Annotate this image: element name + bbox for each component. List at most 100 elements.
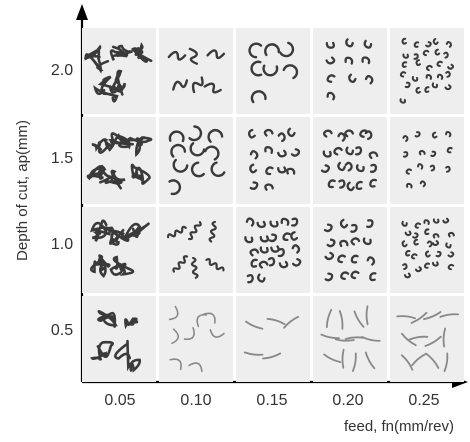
chip-piece: [350, 236, 361, 246]
chip-piece: [191, 76, 204, 94]
chip-piece: [109, 44, 133, 61]
chip-piece: [250, 258, 258, 268]
chip-piece: [196, 313, 208, 327]
chip-piece: [344, 336, 365, 340]
chip-piece: [413, 41, 420, 48]
chip-piece: [83, 44, 110, 74]
chip-piece: [114, 339, 142, 373]
chip-sketch: [247, 127, 301, 192]
chip-piece: [172, 159, 189, 174]
chip-piece: [245, 216, 255, 227]
chip-piece: [91, 138, 116, 155]
x-tick-0-10: 0.10: [180, 392, 212, 409]
chip-piece: [264, 43, 280, 57]
chip-piece: [366, 255, 376, 266]
chip-sketch: [325, 38, 374, 101]
chip-piece: [447, 63, 455, 70]
chip-piece: [167, 225, 187, 238]
chip-sketch: [399, 37, 455, 104]
chip-piece: [396, 314, 416, 319]
chip-piece: [447, 231, 455, 237]
chip-piece: [244, 235, 254, 243]
chip-piece: [446, 147, 453, 154]
chip-piece: [290, 148, 301, 158]
chip-piece: [431, 131, 438, 139]
chip-piece: [412, 231, 419, 239]
chip-piece: [337, 162, 346, 172]
chip-piece: [259, 245, 269, 254]
chip-photo-grid: [82, 28, 464, 382]
chip-piece: [447, 263, 455, 270]
chip-piece: [282, 64, 299, 80]
chip-piece: [402, 135, 409, 143]
chip-piece: [445, 241, 452, 249]
chip-piece: [172, 254, 189, 273]
chip-piece: [361, 335, 381, 342]
chip-piece: [110, 132, 134, 150]
chip-piece: [334, 338, 355, 342]
chip-piece: [90, 340, 114, 361]
chip-piece: [400, 354, 414, 371]
chip-piece: [171, 328, 180, 344]
chip-piece: [89, 253, 111, 278]
chip-piece: [190, 256, 199, 279]
chip-piece: [323, 222, 333, 232]
chip-piece: [248, 42, 263, 59]
chip-piece: [290, 230, 299, 241]
chip-sketch: [402, 131, 453, 189]
chip-piece: [413, 53, 419, 60]
chip-piece: [277, 150, 287, 158]
chip-piece: [269, 220, 279, 228]
chip-sketch: [401, 217, 455, 278]
chip-piece: [326, 238, 336, 247]
chip-sketch: [168, 125, 226, 196]
chip-piece: [411, 352, 427, 366]
chip-piece: [436, 73, 444, 80]
chip-piece: [203, 82, 222, 94]
chip-piece: [401, 37, 407, 45]
chip-piece: [322, 129, 333, 138]
chip-piece: [432, 217, 440, 224]
chip-piece: [415, 59, 421, 67]
y-axis-arrow: [76, 4, 88, 20]
chip-photo-ap-0-5-fn-0-05: [82, 295, 156, 382]
chip-piece: [278, 260, 289, 268]
chip-piece: [333, 147, 343, 156]
chip-piece: [431, 82, 439, 89]
chip-piece: [445, 40, 452, 48]
chip-photo-ap-1-0-fn-0-25: [390, 206, 464, 293]
chip-piece: [209, 328, 225, 338]
chip-piece: [167, 50, 187, 61]
chip-piece: [172, 79, 189, 91]
chip-piece: [369, 164, 378, 174]
chip-piece: [277, 166, 287, 174]
chip-piece: [405, 249, 411, 256]
chip-sketch: [320, 305, 381, 372]
chip-piece: [353, 310, 365, 328]
chip-piece: [369, 178, 378, 188]
chip-piece: [183, 326, 195, 340]
chip-piece: [344, 129, 355, 138]
chip-piece: [424, 262, 431, 269]
chip-piece: [245, 320, 264, 330]
chip-piece: [405, 168, 412, 175]
chip-photo-ap-1-0-fn-0-10: [159, 206, 233, 293]
chip-piece: [411, 76, 419, 82]
chip-piece: [324, 251, 335, 260]
chip-sketch: [89, 218, 150, 278]
chip-piece: [445, 131, 452, 138]
chip-photo-ap-2-0-fn-0-20: [313, 28, 387, 115]
chip-piece: [364, 351, 376, 369]
chip-piece: [169, 358, 182, 370]
x-axis-label: feed, fn(mm/rev): [343, 418, 454, 435]
chip-photo-ap-1-0-fn-0-15: [236, 206, 310, 293]
chip-piece: [442, 217, 450, 224]
chip-piece: [247, 129, 256, 139]
chip-piece: [256, 220, 266, 228]
chip-piece: [206, 49, 226, 60]
chip-piece: [263, 129, 274, 137]
chip-piece: [424, 335, 442, 347]
chip-photo-ap-2-0-fn-0-15: [236, 28, 310, 115]
chip-piece: [414, 265, 422, 272]
chip-piece: [325, 308, 333, 328]
